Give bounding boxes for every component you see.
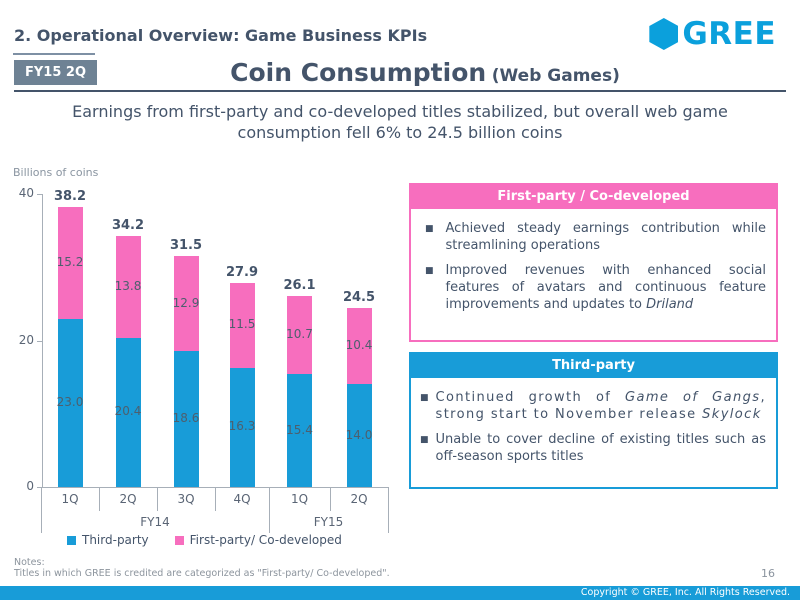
bar-segment-third-party bbox=[115, 337, 141, 487]
bar-segment-first-party bbox=[287, 295, 312, 375]
group-cell-border bbox=[388, 511, 389, 533]
first-party-value-label: 12.9 bbox=[172, 295, 200, 310]
section-title-underline bbox=[13, 53, 95, 55]
legend-label: First-party/ Co-developed bbox=[189, 533, 342, 547]
first-party-value-label: 13.8 bbox=[114, 279, 142, 294]
page-title-suffix: (Web Games) bbox=[491, 66, 620, 86]
first-party-value-label: 15.2 bbox=[56, 254, 84, 269]
bar-segment-first-party bbox=[346, 308, 372, 385]
y-tick-label: 40 bbox=[18, 186, 34, 200]
x-category-label: 2Q bbox=[350, 492, 368, 506]
bar-segment-first-party bbox=[173, 256, 199, 351]
gree-logo-text: GREE bbox=[682, 15, 776, 52]
category-cell-border bbox=[99, 487, 100, 511]
legend-label: Third-party bbox=[82, 533, 149, 547]
third-party-panel: Third-party ■ Continued growth of Game o… bbox=[409, 352, 778, 489]
legend-item: First-party/ Co-developed bbox=[174, 533, 342, 547]
y-tick-label: 0 bbox=[26, 479, 34, 493]
bar-segment-third-party bbox=[173, 350, 199, 487]
category-cell-border bbox=[215, 487, 216, 511]
third-party-value-label: 16.3 bbox=[228, 419, 256, 434]
third-party-value-label: 14.0 bbox=[345, 427, 373, 442]
x-category-label: 1Q bbox=[290, 492, 309, 506]
notes-text: Titles in which GREE is credited are cat… bbox=[14, 568, 390, 579]
fiscal-quarter-badge: FY15 2Q bbox=[14, 60, 98, 85]
category-cell-border bbox=[157, 487, 158, 511]
bar-segment-first-party bbox=[57, 207, 83, 319]
coin-consumption-chart: 40 20 0 23.0 15.2 38.2 20.4 13.8 34.2 18.6 12.9 31.… bbox=[0, 0, 400, 560]
x-category-label: 3Q bbox=[177, 492, 195, 506]
notes-label: Notes: bbox=[14, 557, 45, 568]
bar-total-label: 26.1 bbox=[283, 277, 316, 293]
third-party-value-label: 23.0 bbox=[56, 394, 84, 409]
first-party-value-label: 11.5 bbox=[228, 317, 256, 332]
bar-segment-third-party bbox=[287, 374, 312, 487]
y-axis-tick bbox=[37, 340, 42, 342]
y-axis-line bbox=[42, 194, 43, 487]
bar-segment-first-party bbox=[229, 283, 255, 368]
slide-section-title: 2. Operational Overview: Game Business K… bbox=[14, 26, 428, 45]
copyright-bar: Copyright © GREE, Inc. All Rights Reserv… bbox=[0, 586, 800, 600]
bar-segment-first-party bbox=[115, 236, 141, 338]
square-bullet-icon: ■ bbox=[420, 393, 429, 403]
x-category-label: 4Q bbox=[233, 492, 251, 506]
first-party-bullet-1: ■ Achieved steady earnings contribution … bbox=[425, 221, 766, 253]
third-party-bullet-2: ■ Unable to cover decline of existing ti… bbox=[420, 431, 766, 464]
page-title-main: Coin Consumption bbox=[230, 58, 487, 87]
gree-logo: GREE bbox=[649, 18, 776, 50]
bar-total-label: 38.2 bbox=[53, 189, 87, 205]
x-axis-line bbox=[41, 487, 388, 488]
third-party-value-label: 20.4 bbox=[114, 404, 142, 419]
first-party-bullet-2: ■ Improved revenues with enhanced social… bbox=[425, 262, 766, 312]
legend-item: Third-party bbox=[67, 533, 149, 547]
first-party-value-label: 10.4 bbox=[345, 338, 373, 353]
gree-hexagon-icon bbox=[649, 18, 679, 50]
y-axis-tick bbox=[37, 487, 42, 488]
group-cell-border bbox=[269, 511, 270, 533]
bar-total-label: 34.2 bbox=[111, 218, 145, 234]
category-cell-border bbox=[41, 487, 42, 511]
y-axis-title: Billions of coins bbox=[13, 166, 99, 179]
y-axis-tick bbox=[37, 194, 42, 195]
bar-segment-third-party bbox=[57, 318, 83, 487]
first-party-panel-title: First-party / Co-developed bbox=[411, 185, 776, 209]
category-cell-border bbox=[269, 487, 270, 511]
first-party-panel: First-party / Co-developed ■ Achieved st… bbox=[409, 183, 778, 342]
legend-swatch-icon bbox=[67, 535, 76, 545]
x-category-label: 1Q bbox=[61, 492, 79, 506]
fiscal-year-label: FY14 bbox=[140, 515, 170, 529]
page-number: 16 bbox=[761, 567, 775, 580]
first-party-value-label: 10.7 bbox=[286, 327, 313, 341]
third-party-panel-title: Third-party bbox=[411, 354, 776, 378]
bar-segment-third-party bbox=[346, 384, 372, 487]
category-cell-border bbox=[330, 487, 331, 511]
third-party-value-label: 18.6 bbox=[172, 410, 200, 425]
legend-swatch-icon bbox=[174, 535, 184, 545]
fiscal-year-label: FY15 bbox=[313, 515, 344, 529]
third-party-value-label: 15.4 bbox=[286, 422, 313, 437]
bar-total-label: 27.9 bbox=[225, 265, 259, 281]
square-bullet-icon: ■ bbox=[425, 224, 434, 234]
chart-legend: Third-party First-party/ Co-developed bbox=[67, 533, 342, 547]
y-tick-label: 20 bbox=[18, 332, 34, 347]
title-divider bbox=[14, 90, 786, 92]
square-bullet-icon: ■ bbox=[420, 434, 429, 445]
x-category-label: 2Q bbox=[119, 492, 137, 506]
bar-segment-third-party bbox=[229, 367, 255, 487]
third-party-bullet-1: ■ Continued growth of Game of Gangs, str… bbox=[420, 390, 766, 422]
category-cell-border bbox=[388, 487, 389, 511]
bar-total-label: 24.5 bbox=[342, 290, 376, 306]
slide-message: Earnings from first-party and co-develop… bbox=[72, 102, 728, 142]
page-title: Coin Consumption (Web Games) bbox=[50, 58, 800, 87]
bar-total-label: 31.5 bbox=[169, 238, 203, 254]
group-cell-border bbox=[41, 511, 42, 533]
square-bullet-icon: ■ bbox=[425, 265, 434, 276]
